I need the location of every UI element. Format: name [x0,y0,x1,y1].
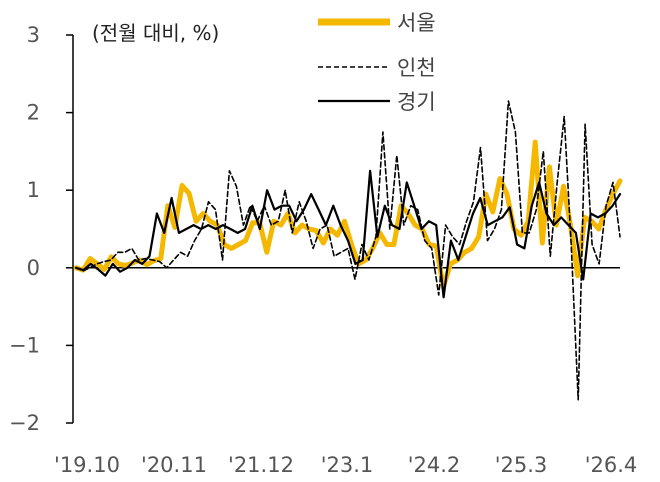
legend-label: 서울 [397,11,436,35]
x-tick-label: '21.12 [228,453,294,477]
y-axis-ticks: 3 2 1 0 −1 −2 [9,23,73,435]
x-tick-label: '26.4 [585,453,638,477]
y-tick-label: −2 [9,411,40,435]
series-lines [73,100,623,401]
x-tick-label: '23.1 [321,453,374,477]
legend-label: 인천 [397,56,436,80]
legend-label: 경기 [397,90,436,114]
series-line-1 [75,100,621,401]
y-tick-label: 3 [27,23,40,47]
y-tick-label: 0 [27,256,40,280]
x-axis-tick-labels: '19.10 '20.11 '21.12 '23.1 '24.2 '25.3 '26.4 [54,453,637,477]
x-tick-label: '19.10 [54,453,120,477]
y-tick-label: 2 [27,101,40,125]
x-tick-label: '24.2 [408,453,461,477]
y-tick-label: 1 [27,178,40,202]
series-line-2 [74,169,622,299]
x-tick-label: '20.11 [141,453,207,477]
series-line-0 [73,139,623,290]
unit-label: (전월 대비, %) [92,21,219,45]
y-tick-label: −1 [9,333,40,357]
x-tick-label: '25.3 [495,453,548,477]
